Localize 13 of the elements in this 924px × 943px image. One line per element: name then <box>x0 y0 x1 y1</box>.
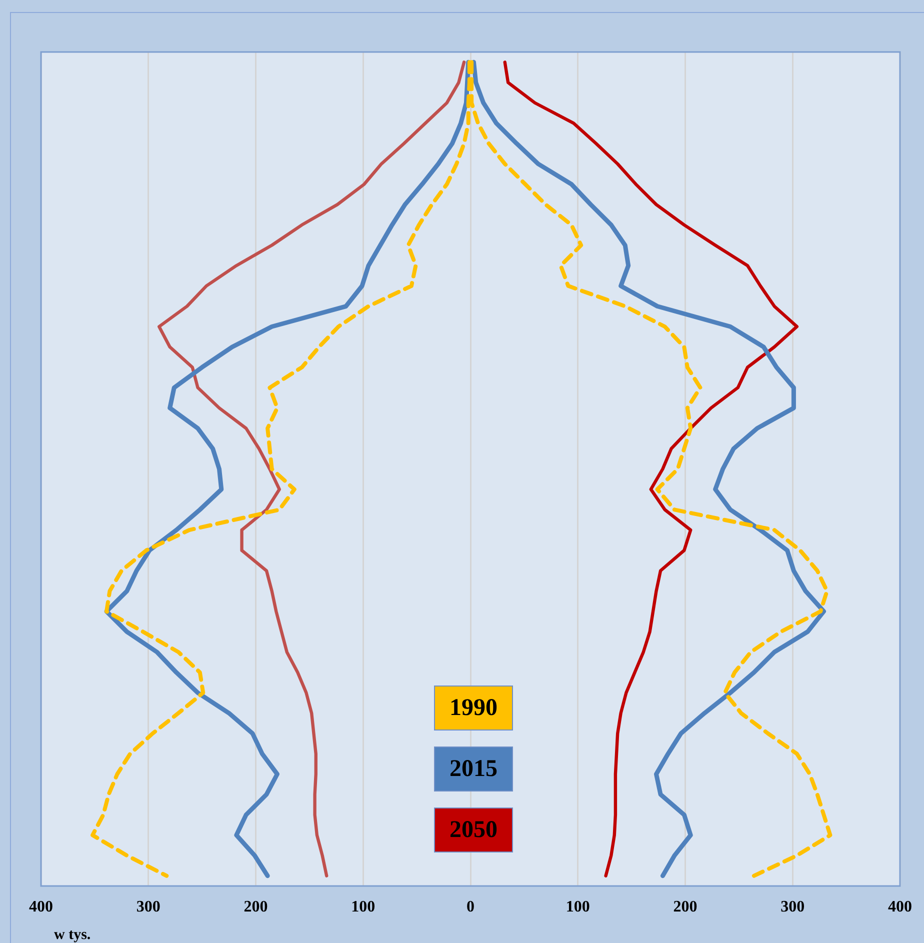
x-tick-label: 300 <box>780 898 805 916</box>
x-tick-label: 0 <box>466 898 474 916</box>
text: 2015 <box>450 756 498 782</box>
x-tick-label: 200 <box>244 898 268 916</box>
x-axis-title: w tys. <box>54 927 91 943</box>
x-tick-label: 100 <box>566 898 590 916</box>
text: 2050 <box>450 817 498 844</box>
x-tick-label: 200 <box>673 898 698 916</box>
x-tick-label: 300 <box>136 898 160 916</box>
x-tick-label: 400 <box>29 898 53 916</box>
x-tick-label: 400 <box>888 898 912 916</box>
x-tick-label: 100 <box>351 898 376 916</box>
text: 1990 <box>450 695 498 722</box>
